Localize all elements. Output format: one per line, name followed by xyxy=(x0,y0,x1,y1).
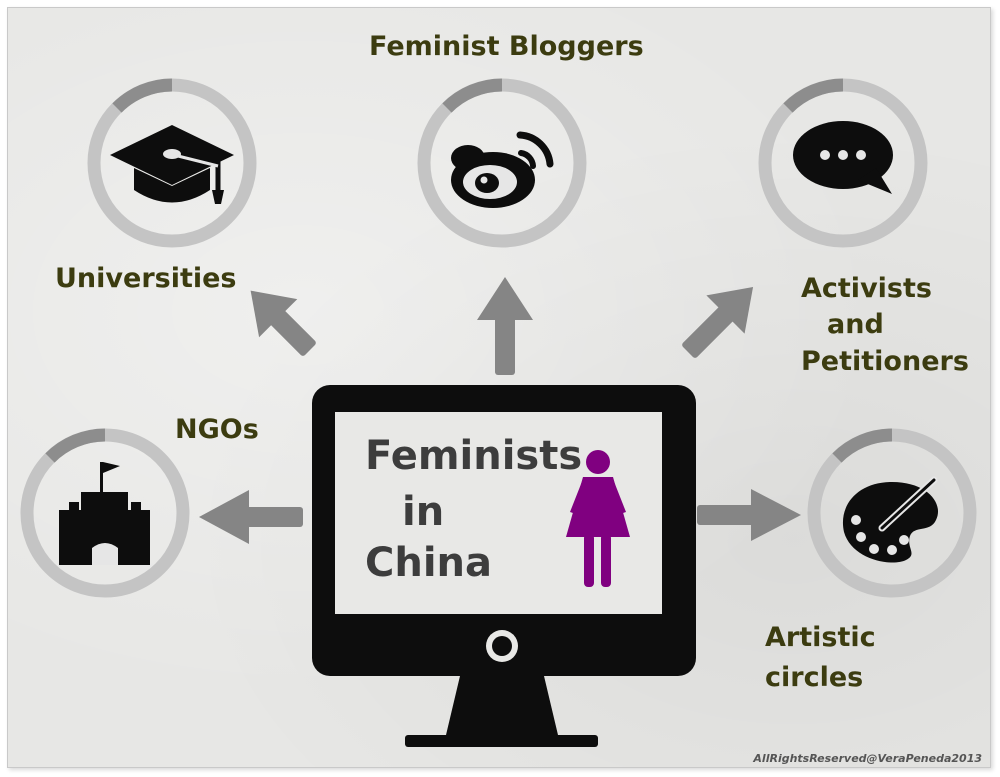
ring-ngos xyxy=(20,428,190,598)
label-universities: Universities xyxy=(55,263,237,294)
label-activists-line-2: and xyxy=(827,309,884,340)
ring-activists xyxy=(758,78,928,248)
copyright-credit: AllRightsReserved@VeraPeneda2013 xyxy=(753,752,982,765)
arrow-to-artistic xyxy=(697,489,801,541)
label-activists-line-1: Activists xyxy=(801,273,932,304)
center-title-line-1: Feminists xyxy=(365,433,583,479)
label-feminist-bloggers: Feminist Bloggers xyxy=(369,31,644,62)
ring-universities xyxy=(87,78,257,248)
label-artistic-line-2: circles xyxy=(765,662,864,693)
arrow-to-bloggers xyxy=(477,277,533,375)
ring-bloggers xyxy=(417,78,587,248)
arrow-to-universities xyxy=(250,290,316,356)
building-flag-icon xyxy=(59,462,150,565)
label-activists-line-3: Petitioners xyxy=(801,346,969,377)
speech-bubble-icon xyxy=(793,121,893,194)
arrow-to-ngos xyxy=(199,490,303,544)
monitor xyxy=(312,385,696,747)
center-title-line-2: in xyxy=(402,489,445,535)
palette-icon xyxy=(842,476,939,563)
woman-figure-icon xyxy=(566,450,630,587)
weibo-icon xyxy=(451,131,554,208)
arrows xyxy=(199,277,801,544)
ring-artistic xyxy=(807,428,977,598)
arrow-to-activists xyxy=(682,286,754,358)
label-ngos: NGOs xyxy=(175,414,259,445)
center-title-line-3: China xyxy=(365,540,493,586)
graduation-cap-icon xyxy=(110,125,234,204)
label-artistic-line-1: Artistic xyxy=(765,622,876,653)
